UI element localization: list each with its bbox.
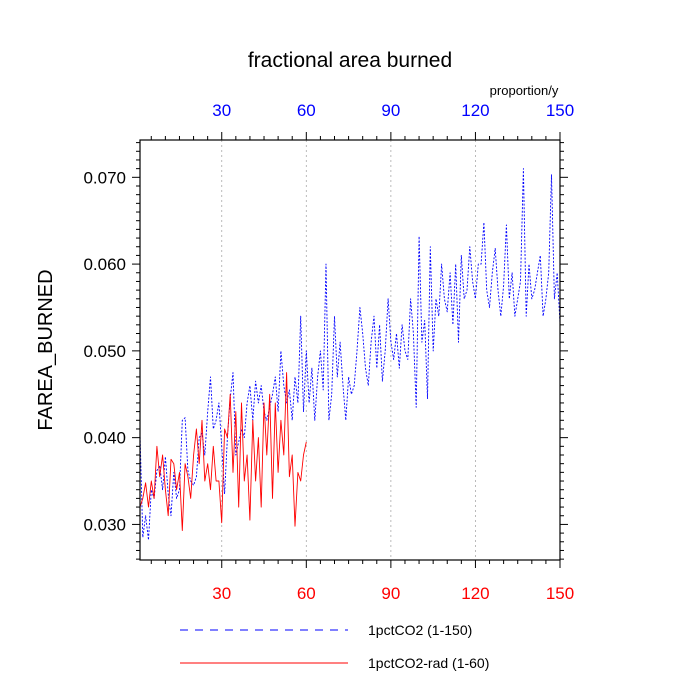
x-tick-label-top-150: 150 — [546, 101, 574, 120]
series-line-1pctco2-rad — [139, 372, 307, 531]
legend: 1pctCO2 (1-150) 1pctCO2-rad (1-60) — [180, 622, 489, 671]
x-tick-label-top-120: 120 — [461, 101, 489, 120]
x-tick-label-top-30: 30 — [212, 101, 231, 120]
plot-frame — [139, 139, 561, 561]
units-label: proportion/y — [490, 83, 559, 98]
legend-label-1pctco2: 1pctCO2 (1-150) — [368, 622, 472, 638]
x-tick-label-top-60: 60 — [297, 101, 316, 120]
x-tick-label-bottom-90: 90 — [381, 584, 400, 603]
y-tick-label-0.070: 0.070 — [83, 168, 126, 187]
series-line-1pctco2 — [139, 168, 561, 541]
x-tick-label-bottom-30: 30 — [212, 584, 231, 603]
y-tick-label-0.060: 0.060 — [83, 255, 126, 274]
legend-label-1pctco2-rad: 1pctCO2-rad (1-60) — [368, 655, 489, 671]
chart-title: fractional area burned — [248, 49, 452, 72]
y-tick-label-0.030: 0.030 — [83, 515, 126, 534]
x-tick-label-bottom-120: 120 — [461, 584, 489, 603]
y-tick-label-0.050: 0.050 — [83, 342, 126, 361]
axes: 30 30 60 60 90 90 120 120 150 150 0.030 0.040 0.050 0… — [83, 101, 574, 603]
y-axis-label: FAREA_BURNED — [35, 269, 57, 430]
grid-lines — [221, 140, 476, 560]
x-tick-label-bottom-60: 60 — [297, 584, 316, 603]
y-tick-label-0.040: 0.040 — [83, 429, 126, 448]
x-tick-label-bottom-150: 150 — [546, 584, 574, 603]
x-tick-label-top-90: 90 — [381, 101, 400, 120]
plot-series — [139, 168, 561, 541]
